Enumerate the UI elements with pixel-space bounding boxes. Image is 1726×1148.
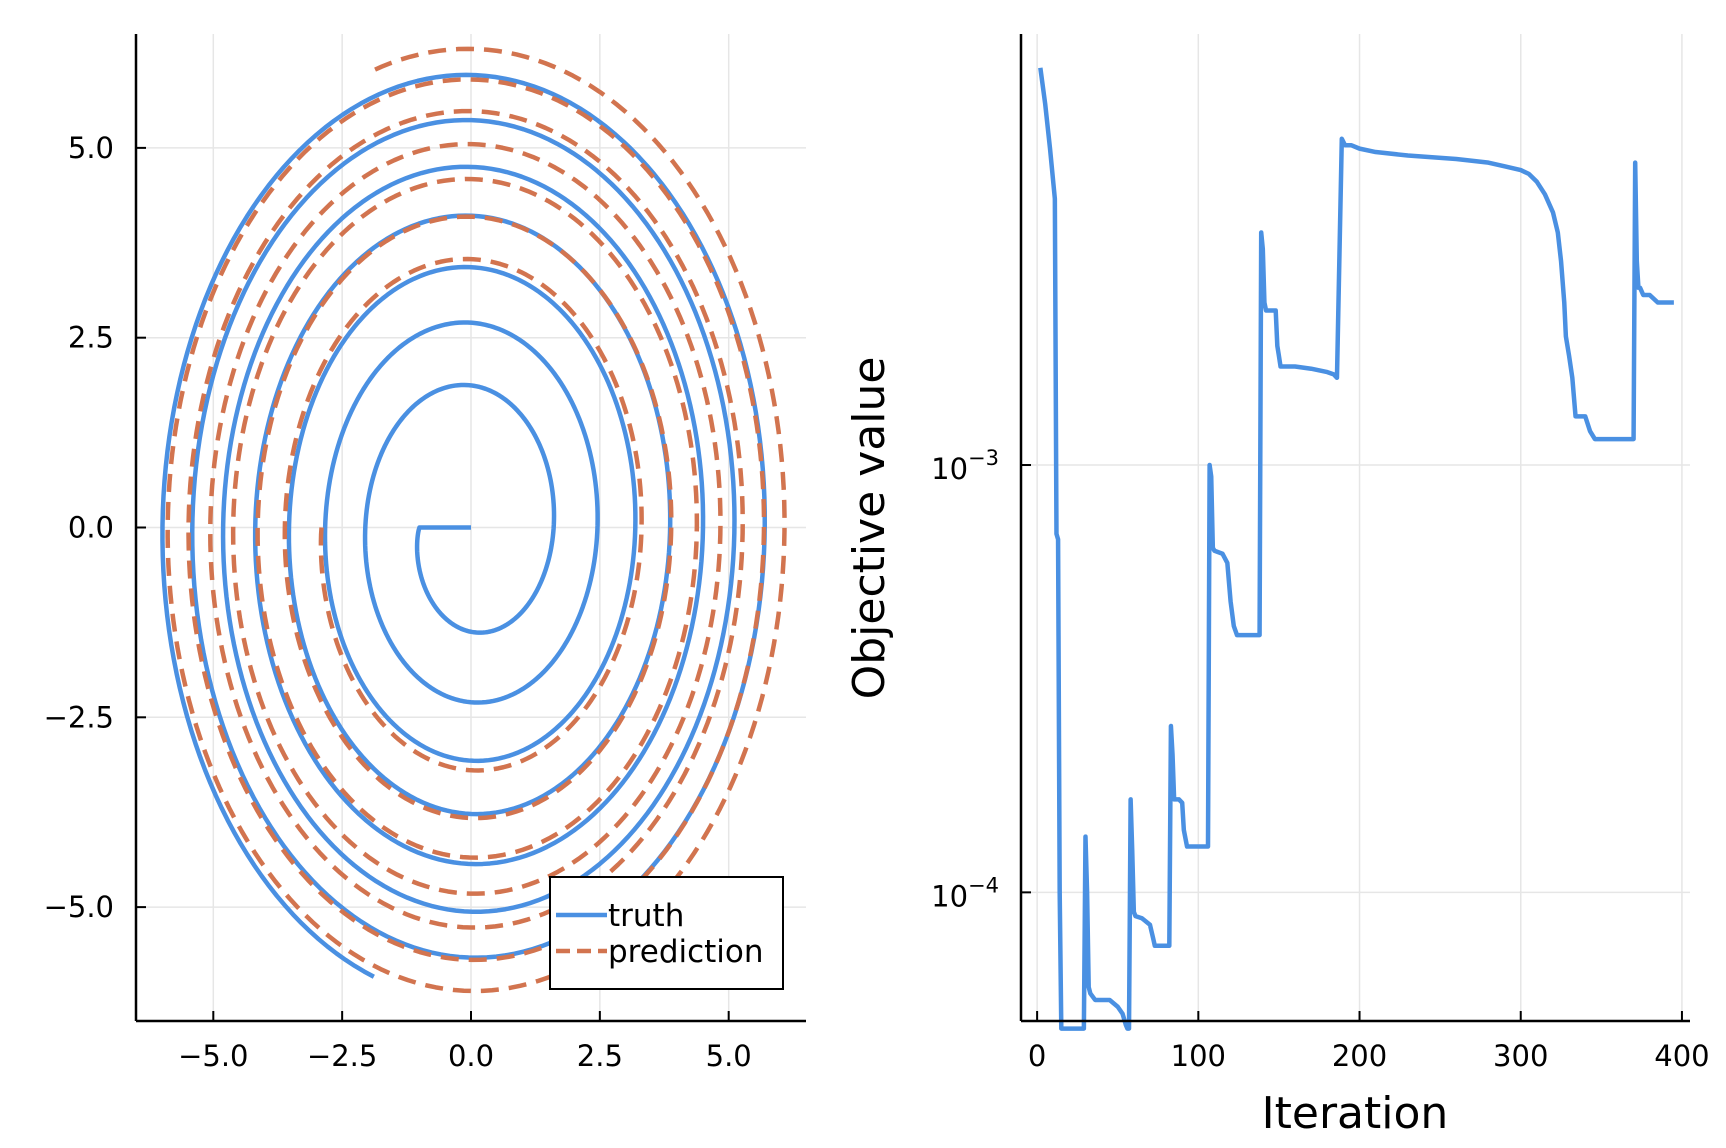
x-tick-label: 2.5 — [577, 1039, 623, 1073]
objective-plot-grid — [1021, 34, 1690, 1021]
spiral-plot-series — [160, 46, 787, 994]
x-tick-label: 0 — [1028, 1039, 1046, 1073]
x-tick-label: 100 — [1171, 1039, 1226, 1073]
spiral-plot-panel: −5.0 −2.5 0.0 2.5 5.0 −5.0 −2.5 0.0 2.5 5.0 truth… — [44, 34, 806, 1073]
objective-plot-panel: 0 100 200 300 400 10−4 10−3 Iteration Objectiv… — [844, 34, 1710, 1139]
objective-line — [1038, 67, 1674, 1031]
y-tick-label: 10−4 — [931, 873, 999, 913]
legend-box — [549, 876, 784, 990]
x-tick-label: 400 — [1654, 1039, 1709, 1073]
y-tick-label: −5.0 — [44, 890, 114, 924]
prediction-line — [165, 46, 787, 994]
spiral-plot-axes — [134, 34, 806, 1023]
y-tick-label: 5.0 — [68, 131, 114, 165]
spiral-plot-tick-labels: −5.0 −2.5 0.0 2.5 5.0 −5.0 −2.5 0.0 2.5 5.0 — [44, 131, 752, 1073]
y-tick-label: 0.0 — [68, 511, 114, 545]
x-tick-label: −5.0 — [178, 1039, 248, 1073]
objective-plot-series — [1038, 67, 1674, 1031]
x-tick-label: 0.0 — [448, 1039, 494, 1073]
objective-plot-axes — [1019, 34, 1690, 1023]
y-axis-label: Objective value — [844, 357, 895, 700]
legend-label-prediction: prediction — [608, 934, 764, 970]
y-tick-label: 2.5 — [68, 321, 114, 355]
legend-label-truth: truth — [608, 898, 684, 934]
x-tick-label: −2.5 — [307, 1039, 377, 1073]
x-tick-label: 5.0 — [706, 1039, 752, 1073]
x-tick-label: 200 — [1332, 1039, 1387, 1073]
y-tick-label: 10−3 — [931, 446, 999, 486]
objective-plot-tick-labels: 0 100 200 300 400 10−4 10−3 — [931, 446, 1709, 1073]
x-axis-label: Iteration — [1262, 1088, 1449, 1139]
y-tick-label: −2.5 — [44, 700, 114, 734]
truth-line — [160, 72, 767, 979]
x-tick-label: 300 — [1493, 1039, 1548, 1073]
